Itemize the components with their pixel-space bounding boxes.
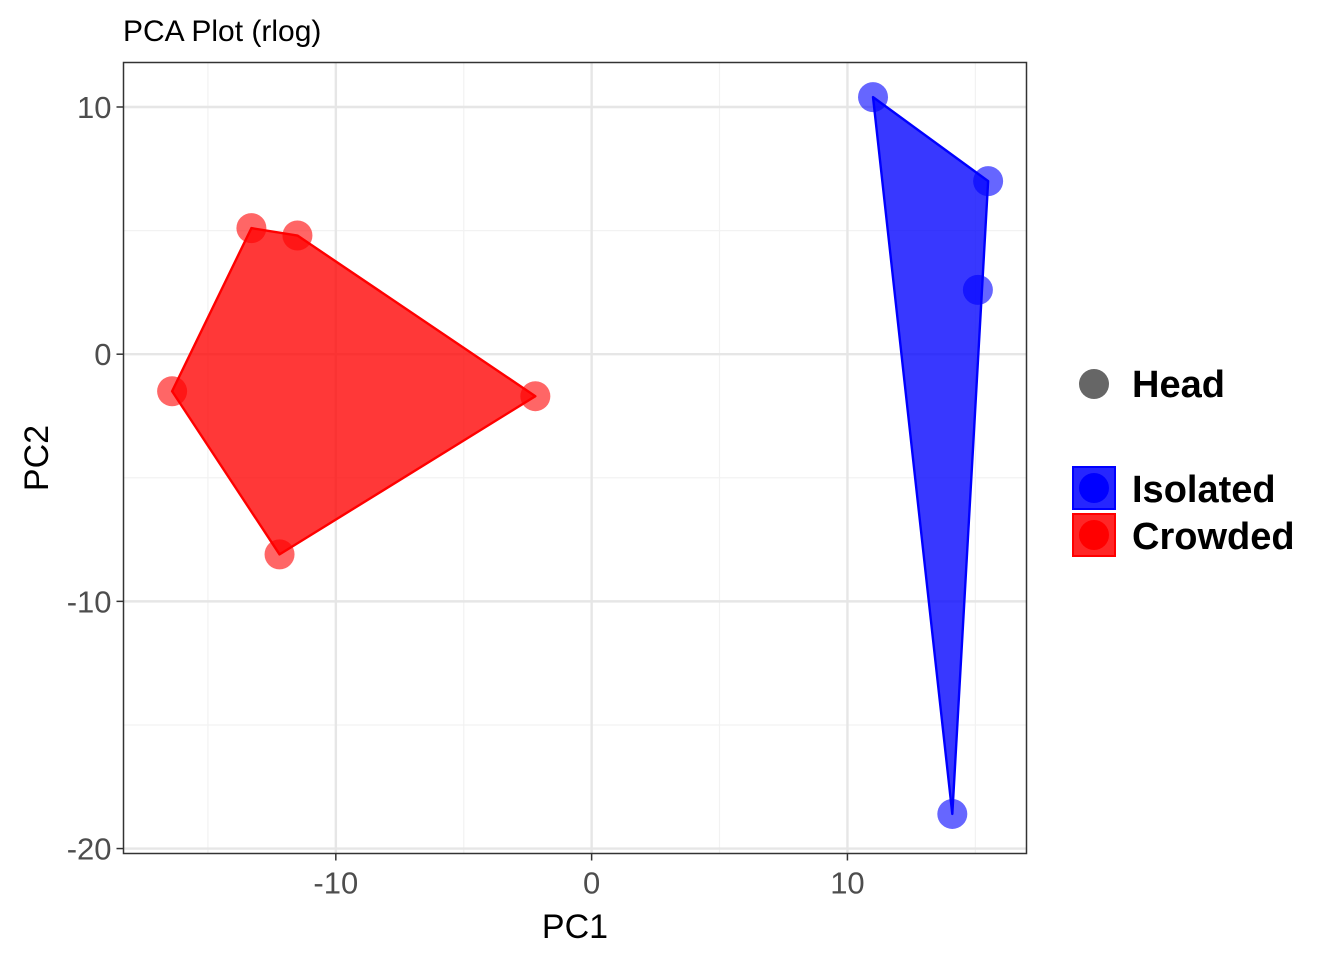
- legend-item-crowded: Crowded: [1072, 513, 1295, 558]
- legend-crowded-marker: [1079, 520, 1109, 550]
- legend-isolated-label: Isolated: [1132, 469, 1276, 511]
- plot-border: [122, 61, 1028, 855]
- y-tick-label: 0: [94, 337, 111, 372]
- axes: -10 0 10 -20 -10 0 10: [67, 90, 865, 901]
- y-tick-label: -10: [67, 584, 112, 619]
- legend-isolated-marker: [1079, 473, 1109, 503]
- y-tick-label: 10: [77, 90, 111, 125]
- point-crowded: [282, 220, 313, 251]
- x-tick-label: -10: [313, 866, 358, 901]
- point-isolated: [973, 166, 1004, 197]
- y-axis-title: PC2: [18, 425, 56, 491]
- grid: [123, 62, 1027, 854]
- chart-title: PCA Plot (rlog): [123, 15, 321, 48]
- legend: Head Isolated Crowded: [1072, 364, 1295, 558]
- point-isolated: [962, 274, 993, 305]
- data-points: [157, 82, 1004, 829]
- hull-crowded: [170, 226, 537, 556]
- x-axis-title: PC1: [542, 908, 608, 946]
- y-tick-label: -20: [67, 832, 112, 867]
- point-crowded: [520, 381, 551, 412]
- point-crowded: [157, 376, 188, 407]
- legend-item-isolated: Isolated: [1072, 466, 1276, 511]
- point-crowded: [264, 539, 295, 570]
- legend-head-marker: [1079, 369, 1109, 399]
- legend-head-label: Head: [1132, 364, 1225, 406]
- group-hulls: [170, 95, 990, 816]
- point-isolated: [937, 798, 968, 829]
- x-tick-label: 0: [583, 866, 600, 901]
- point-isolated: [858, 82, 889, 113]
- point-crowded: [236, 213, 267, 244]
- x-tick-label: 10: [830, 866, 864, 901]
- hull-isolated: [871, 95, 990, 816]
- legend-crowded-label: Crowded: [1132, 516, 1295, 558]
